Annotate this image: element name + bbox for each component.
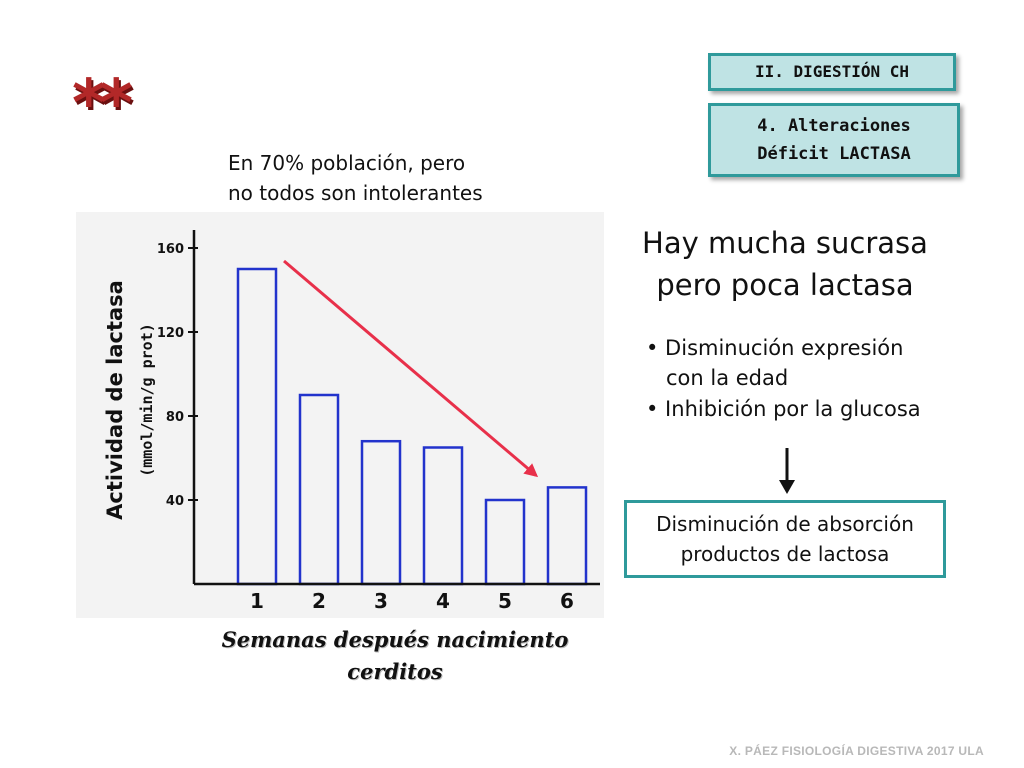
section-tag: II. DIGESTIÓN CH — [708, 53, 956, 91]
x-axis-caption-line2: cerditos — [347, 659, 443, 684]
bar — [422, 446, 464, 586]
note-line1: En 70% población, pero — [228, 151, 466, 175]
x-tick-label: 4 — [436, 589, 450, 613]
bar — [360, 439, 402, 586]
x-tick-label: 6 — [560, 589, 574, 613]
section-tag-label: II. DIGESTIÓN CH — [754, 62, 910, 81]
topic-tag-line2: Déficit LACTASA — [757, 144, 911, 164]
x-tick-label: 1 — [250, 589, 264, 613]
lactase-bar-chart: 40 80 120 160 1 2 3 4 5 6 — [157, 230, 600, 613]
y-tick-label: 80 — [166, 410, 184, 425]
note-line2: no todos son intolerantes — [228, 181, 483, 205]
bar — [236, 267, 278, 586]
topic-tag-line1: 4. Alteraciones — [757, 116, 911, 136]
x-tick-label: 5 — [498, 589, 512, 613]
trend-arrow — [283, 259, 539, 478]
headline-line2: pero poca lactasa — [656, 268, 914, 302]
bar — [546, 486, 588, 586]
bar — [298, 393, 340, 586]
y-axis-title: Actividad de lactasa — [103, 280, 127, 520]
bullet-item: • Disminución expresión con la edad — [646, 333, 903, 393]
footer-credit: X. PÁEZ FISIOLOGÍA DIGESTIVA 2017 ULA — [729, 744, 984, 758]
topic-tag: 4. Alteraciones Déficit LACTASA — [708, 103, 960, 177]
result-line1: Disminución de absorción — [656, 512, 914, 536]
x-axis-caption: Semanas después nacimiento cerditos — [190, 624, 600, 688]
y-axis-units: (mmol/min/g prot) — [138, 323, 156, 477]
population-note: En 70% población, pero no todos son into… — [228, 148, 483, 208]
y-axis-labels: Actividad de lactasa (mmol/min/g prot) — [103, 280, 156, 520]
bullet-2-line1: • Inhibición por la glucosa — [646, 397, 921, 421]
result-box: Disminución de absorción productos de la… — [624, 500, 946, 578]
headline: Hay mucha sucrasa pero poca lactasa — [620, 222, 950, 306]
bullet-1-line2: con la edad — [666, 366, 789, 390]
y-tick-label: 40 — [166, 494, 184, 509]
x-tick-label: 2 — [312, 589, 326, 613]
headline-line1: Hay mucha sucrasa — [642, 226, 928, 260]
y-tick-label: 160 — [157, 242, 184, 257]
bullet-item: • Inhibición por la glucosa — [646, 394, 921, 424]
result-line2: productos de lactosa — [680, 542, 890, 566]
double-asterisk-mark: ** — [72, 67, 133, 141]
bar — [484, 498, 526, 586]
chart-panel: 40 80 120 160 1 2 3 4 5 6 — [76, 212, 604, 618]
y-tick-label: 120 — [157, 326, 184, 341]
x-axis-caption-line1: Semanas después nacimiento — [221, 627, 569, 652]
bullet-1-line1: • Disminución expresión — [646, 336, 904, 360]
down-arrow-icon — [779, 448, 795, 494]
x-tick-label: 3 — [374, 589, 388, 613]
